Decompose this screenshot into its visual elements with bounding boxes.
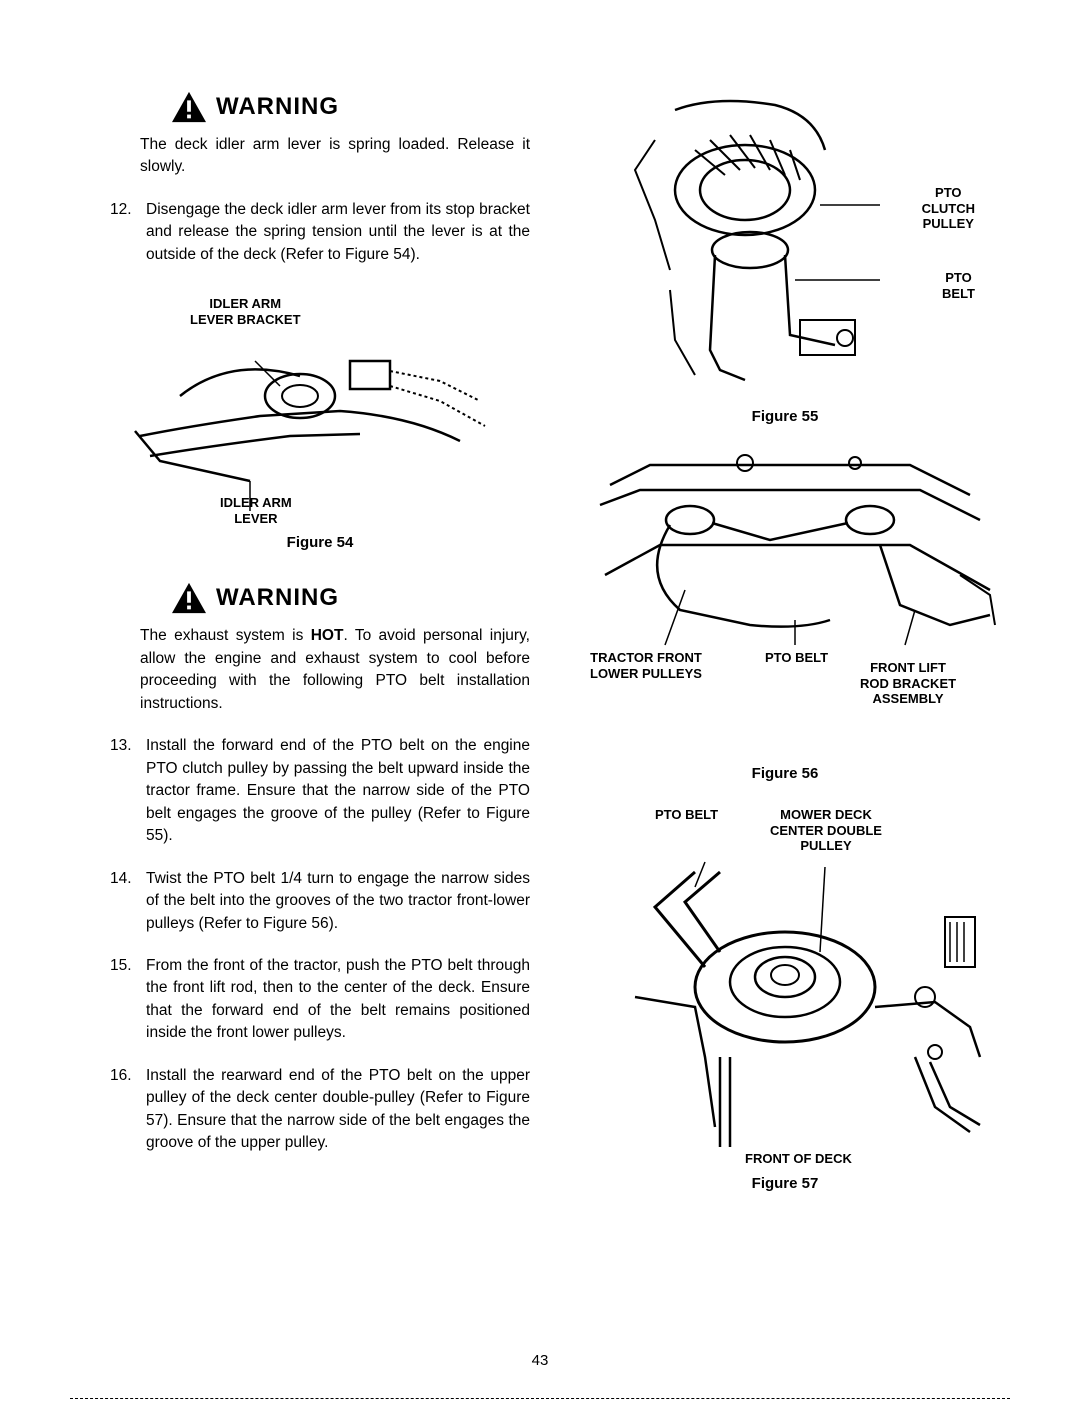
step-num-15: 15. <box>110 955 138 1045</box>
fig54-label-top: IDLER ARMLEVER BRACKET <box>190 296 301 327</box>
step-12: 12. Disengage the deck idler arm lever f… <box>110 199 530 266</box>
step-num-13: 13. <box>110 735 138 847</box>
fig57-label2: MOWER DECKCENTER DOUBLEPULLEY <box>770 807 882 854</box>
step-14: 14. Twist the PTO belt 1/4 turn to engag… <box>110 868 530 935</box>
fig55-label2: PTOBELT <box>942 270 975 301</box>
warning-icon-2 <box>170 581 208 615</box>
fig54-caption: Figure 54 <box>110 534 530 551</box>
fig57-caption: Figure 57 <box>570 1175 1000 1192</box>
warning-title-1: WARNING <box>216 93 339 121</box>
step-num-14: 14. <box>110 868 138 935</box>
warning-block-1: WARNING The deck idler arm lever is spri… <box>110 90 530 179</box>
step-text-13: Install the forward end of the PTO belt … <box>146 735 530 847</box>
step-text-15: From the front of the tractor, push the … <box>146 955 530 1045</box>
step-num-16: 16. <box>110 1065 138 1155</box>
fig56-label1: TRACTOR FRONTLOWER PULLEYS <box>590 650 702 681</box>
step-text-14: Twist the PTO belt 1/4 turn to engage th… <box>146 868 530 935</box>
step-13: 13. Install the forward end of the PTO b… <box>110 735 530 847</box>
fig55-caption: Figure 55 <box>570 408 1000 425</box>
figure-57: PTO BELT MOWER DECKCENTER DOUBLEPULLEY <box>570 807 1000 1192</box>
fig55-label1: PTOCLUTCHPULLEY <box>922 185 975 232</box>
warning-text-1: The deck idler arm lever is spring loade… <box>140 134 530 179</box>
fig56-label3: FRONT LIFTROD BRACKETASSEMBLY <box>860 660 956 707</box>
fig57-label3: FRONT OF DECK <box>745 1151 852 1167</box>
step-15: 15. From the front of the tractor, push … <box>110 955 530 1045</box>
page-number: 43 <box>532 1352 549 1369</box>
step-text-12: Disengage the deck idler arm lever from … <box>146 199 530 266</box>
fig56-label2: PTO BELT <box>765 650 828 666</box>
step-text-16: Install the rearward end of the PTO belt… <box>146 1065 530 1155</box>
fig56-caption: Figure 56 <box>570 765 1000 782</box>
warning-block-2: WARNING The exhaust system is HOT. To av… <box>110 581 530 715</box>
warning-text-2: The exhaust system is HOT. To avoid pers… <box>140 625 530 715</box>
fig57-label1: PTO BELT <box>655 807 718 823</box>
step-16: 16. Install the rearward end of the PTO … <box>110 1065 530 1155</box>
fig54-label-bottom: IDLER ARMLEVER <box>220 495 292 526</box>
figure-54: IDLER ARMLEVER BRACKET IDLER ARMLEVER <box>110 296 530 551</box>
warning-title-2: WARNING <box>216 584 339 612</box>
figure-55: PTOCLUTCHPULLEY PTOBELT Figure 55 <box>570 90 1000 425</box>
step-num-12: 12. <box>110 199 138 266</box>
page-separator <box>70 1398 1010 1399</box>
figure-56: TRACTOR FRONTLOWER PULLEYS PTO BELT FRON… <box>570 445 1000 782</box>
warning-icon <box>170 90 208 124</box>
